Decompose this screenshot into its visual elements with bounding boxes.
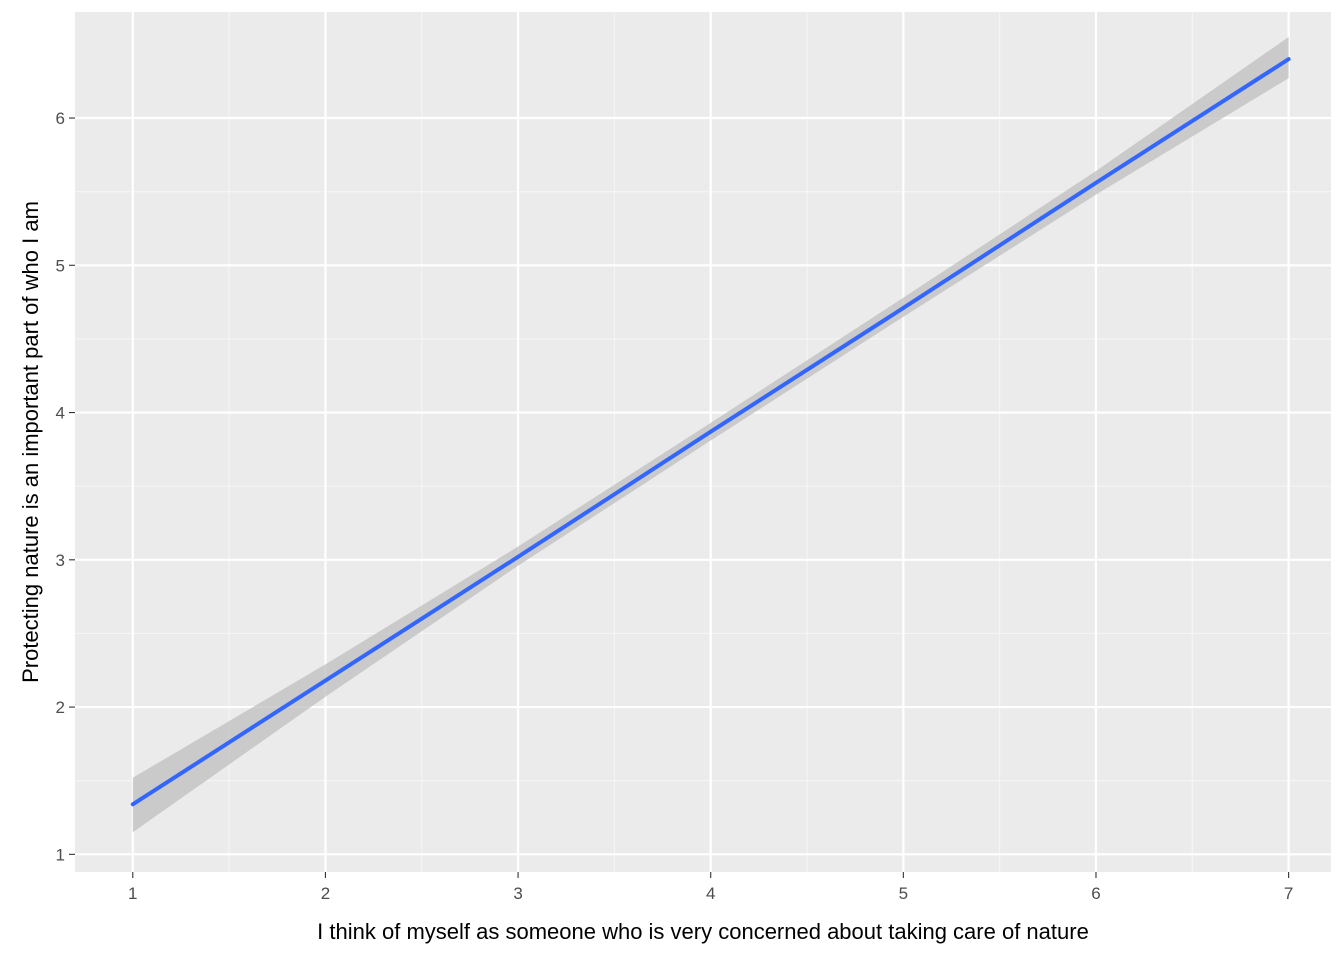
confidence-ribbon (132, 37, 1289, 833)
x-axis: 1 2 3 4 5 6 7 (128, 872, 1293, 903)
y-tick-label: 2 (56, 698, 65, 717)
fit-line-layer (130, 57, 1291, 807)
major-gridlines (75, 12, 1331, 872)
x-tick-label: 4 (706, 884, 715, 903)
x-tick-label: 2 (321, 884, 330, 903)
x-tick-label: 3 (513, 884, 522, 903)
minor-gridlines (75, 12, 1331, 872)
x-tick-label: 6 (1091, 884, 1100, 903)
y-axis: 1 2 3 4 5 6 (56, 109, 75, 864)
y-tick-label: 3 (56, 551, 65, 570)
y-axis-title: Protecting nature is an important part o… (18, 201, 43, 683)
y-tick-label: 4 (56, 404, 65, 423)
x-tick-label: 5 (899, 884, 908, 903)
x-axis-title: I think of myself as someone who is very… (317, 919, 1089, 944)
y-tick-label: 6 (56, 109, 65, 128)
x-tick-label: 1 (128, 884, 137, 903)
y-tick-label: 5 (56, 256, 65, 275)
fit-line (130, 57, 1291, 807)
x-tick-label: 7 (1284, 884, 1293, 903)
confidence-ribbon-layer (132, 37, 1289, 833)
y-tick-label: 1 (56, 845, 65, 864)
